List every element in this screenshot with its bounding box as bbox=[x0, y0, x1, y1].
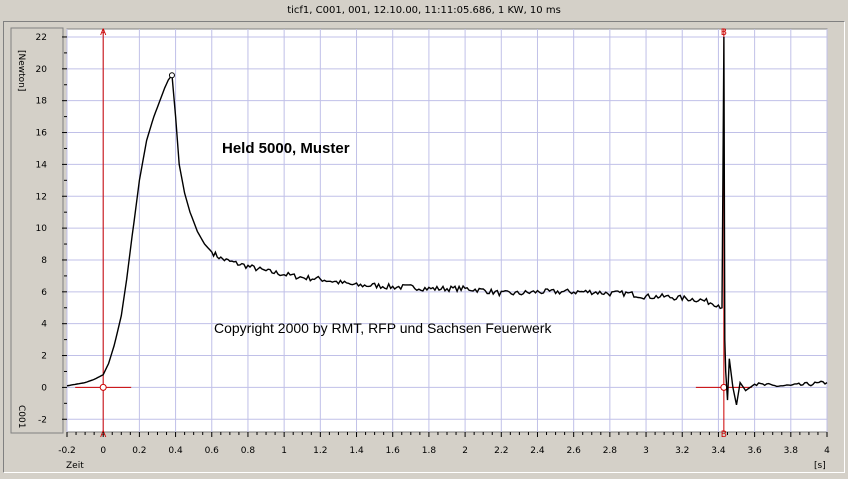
x-tick-label: 0 bbox=[100, 446, 106, 456]
y-tick-label: 22 bbox=[36, 33, 47, 43]
x-tick-label: 3.8 bbox=[784, 446, 799, 456]
x-tick-label: -0.2 bbox=[58, 446, 76, 456]
x-tick-label: 2 bbox=[462, 446, 468, 456]
y-tick-label: 16 bbox=[36, 129, 48, 139]
y-tick-label: 2 bbox=[41, 352, 47, 362]
axes: -0.2 0 0.2 0.4 0.6 0.8 1 1.2 1.4 1.6 1.8 2 2.2 2.4 2.6… bbox=[36, 33, 831, 456]
y-tick-label: 20 bbox=[36, 65, 48, 75]
cursor-b-label-bottom: B bbox=[721, 430, 727, 440]
x-tick-label: 0.4 bbox=[168, 446, 183, 456]
y-tick-label: 4 bbox=[41, 320, 47, 330]
plot-area[interactable] bbox=[66, 28, 828, 433]
x-tick-label: 3.6 bbox=[747, 446, 762, 456]
x-tick-label: 4 bbox=[824, 446, 830, 456]
y-tick-label: 8 bbox=[41, 256, 47, 266]
x-tick-label: 3.2 bbox=[675, 446, 689, 456]
x-tick-label: 1.8 bbox=[422, 446, 437, 456]
x-tick-label: 2.4 bbox=[530, 446, 545, 456]
x-tick-label: 2.8 bbox=[603, 446, 618, 456]
x-tick-label: 1.6 bbox=[386, 446, 401, 456]
copyright-annotation: Copyright 2000 by RMT, RFP und Sachsen F… bbox=[214, 320, 552, 336]
y-tick-label: 6 bbox=[41, 288, 47, 298]
y-tick-label: 18 bbox=[36, 97, 48, 107]
cursor-a-zero-marker bbox=[99, 383, 107, 391]
cursors[interactable]: AABB bbox=[75, 28, 752, 440]
markers bbox=[168, 72, 175, 79]
y-tick-label: 10 bbox=[36, 224, 48, 234]
x-tick-label: 0.2 bbox=[132, 446, 146, 456]
channel-label: C001 bbox=[16, 405, 26, 428]
y-tick-label: 0 bbox=[41, 383, 47, 393]
x-tick-label: 1.4 bbox=[349, 446, 364, 456]
x-axis-label: Zeit bbox=[66, 461, 84, 471]
chart-annotation-title: Held 5000, Muster bbox=[222, 140, 350, 157]
x-tick-label: 2.6 bbox=[567, 446, 582, 456]
x-tick-label: 2.2 bbox=[494, 446, 508, 456]
y-axis-panel bbox=[10, 27, 64, 434]
x-tick-label: 3.4 bbox=[711, 446, 726, 456]
peak-marker bbox=[168, 72, 175, 79]
cursor-b-label: B bbox=[721, 28, 727, 38]
plot-frame bbox=[3, 21, 845, 473]
x-tick-label: 1 bbox=[281, 446, 287, 456]
x-axis-unit: [s] bbox=[814, 461, 826, 471]
x-tick-label: 0.8 bbox=[241, 446, 256, 456]
window-title: ticf1, C001, 001, 12.10.00, 11:11:05.686… bbox=[3, 2, 845, 20]
y-tick-label: -2 bbox=[38, 415, 47, 425]
grid bbox=[66, 29, 828, 432]
x-tick-label: 1.2 bbox=[313, 446, 327, 456]
y-axis-label: [Newton] bbox=[16, 50, 26, 91]
x-tick-label: 0.6 bbox=[205, 446, 220, 456]
y-tick-label: 14 bbox=[36, 160, 48, 170]
y-tick-label: 12 bbox=[36, 192, 47, 202]
force-trace-line bbox=[66, 36, 828, 406]
cursor-a-label: A bbox=[100, 28, 107, 38]
x-tick-label: 3 bbox=[643, 446, 649, 456]
